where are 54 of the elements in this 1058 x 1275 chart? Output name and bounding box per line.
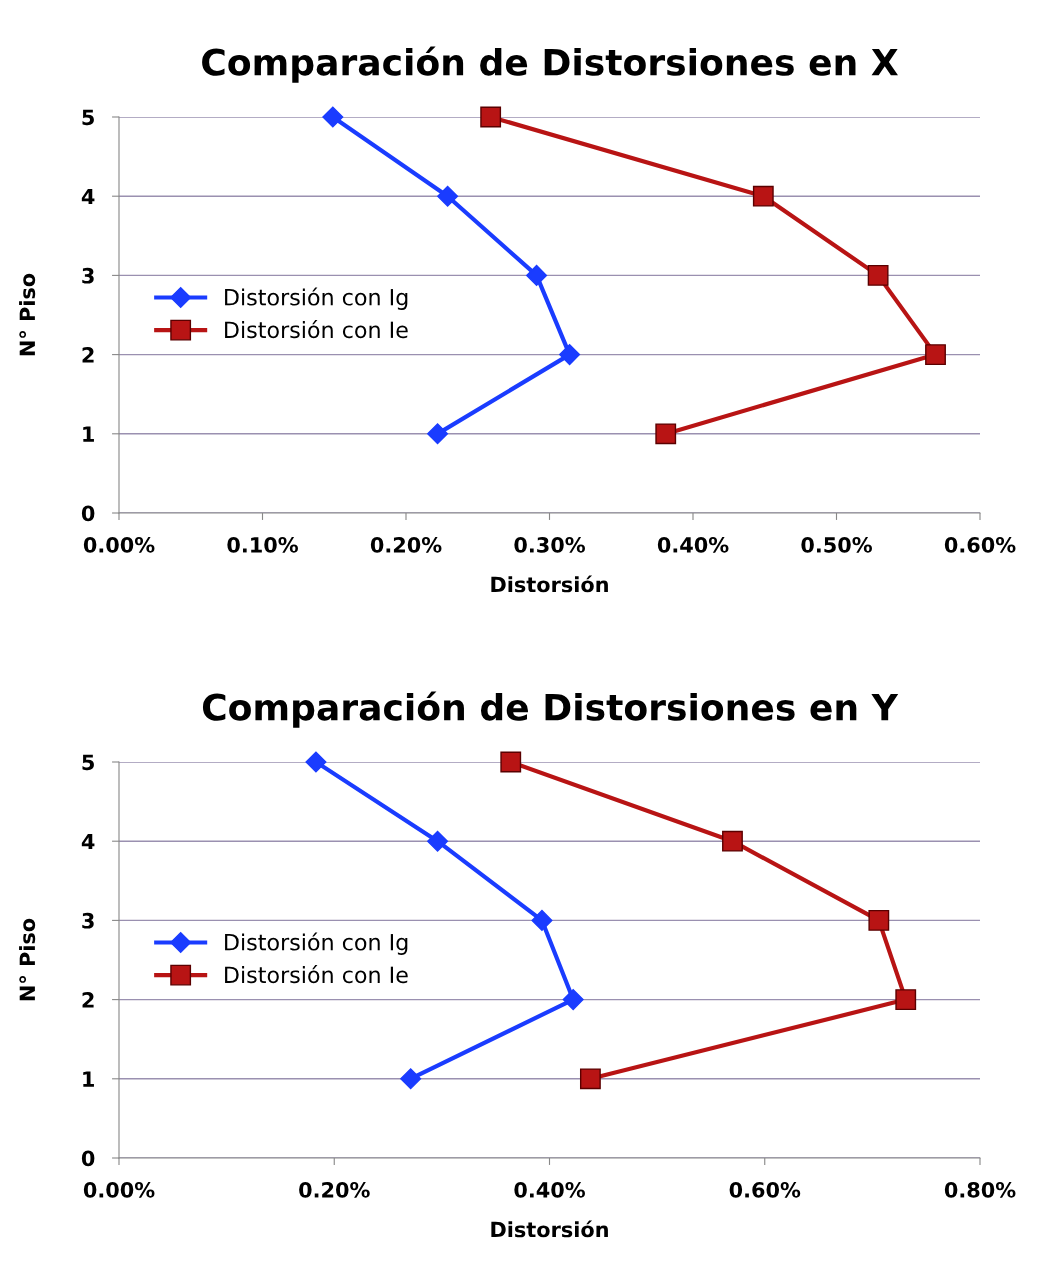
y-tick-label: 0 bbox=[81, 505, 95, 522]
x-axis-title: Distorsión bbox=[491, 1220, 608, 1238]
y-tick-label: 3 bbox=[82, 912, 94, 929]
point bbox=[562, 989, 584, 1011]
y-tick-label: 1 bbox=[83, 426, 94, 442]
y-tick-label: 0 bbox=[81, 1150, 95, 1167]
y-tick-label: 4 bbox=[81, 833, 95, 850]
chart-title: Comparación de Distorsiones en X bbox=[202, 46, 898, 83]
point bbox=[559, 344, 581, 366]
x-tick-label: 0.40% bbox=[657, 536, 729, 553]
chart-title: Comparación de Distorsiones en Y bbox=[202, 691, 899, 728]
point bbox=[400, 1068, 422, 1090]
point bbox=[895, 989, 917, 1011]
y-axis-title: N° Piso bbox=[19, 273, 36, 356]
x-tick-label: 0.20% bbox=[370, 536, 442, 553]
y-axis-title: N° Piso bbox=[19, 918, 36, 1001]
x-tick-label: 0.20% bbox=[299, 1181, 370, 1198]
y-tick-label: 3 bbox=[82, 267, 94, 284]
y-tick-label: 4 bbox=[81, 188, 95, 205]
point bbox=[526, 264, 548, 286]
y-tick-label: 1 bbox=[83, 1071, 94, 1087]
x-tick-label: 0.30% bbox=[514, 536, 585, 553]
y-tick-label: 5 bbox=[82, 754, 94, 771]
y-tick-label: 5 bbox=[82, 109, 94, 126]
x-tick-label: 0.60% bbox=[944, 536, 1016, 553]
x-tick-label: 0.80% bbox=[944, 1181, 1016, 1198]
point bbox=[500, 751, 522, 773]
point bbox=[480, 106, 502, 128]
point bbox=[427, 830, 449, 852]
point bbox=[579, 1068, 601, 1090]
x-axis-title: Distorsión bbox=[491, 575, 608, 593]
y-tick-label: 2 bbox=[82, 347, 94, 363]
point bbox=[722, 830, 743, 852]
point bbox=[322, 106, 344, 128]
x-tick-label: 0.00% bbox=[83, 1181, 155, 1198]
x-tick-label: 0.00% bbox=[83, 536, 155, 553]
x-tick-label: 0.10% bbox=[227, 536, 298, 553]
y-tick-label: 2 bbox=[82, 992, 94, 1008]
point bbox=[752, 185, 774, 207]
legend-label: Distorsión con Ig bbox=[225, 287, 408, 310]
point bbox=[531, 909, 553, 931]
x-tick-label: 0.60% bbox=[729, 1181, 801, 1198]
point bbox=[867, 264, 889, 286]
point bbox=[427, 423, 449, 445]
legend-label: Distorsión con Ie bbox=[225, 320, 408, 339]
point bbox=[925, 344, 946, 366]
x-tick-label: 0.40% bbox=[514, 1181, 585, 1198]
point bbox=[305, 751, 327, 773]
point bbox=[437, 185, 459, 207]
point bbox=[655, 423, 677, 445]
legend-label: Distorsión con Ig bbox=[225, 932, 408, 955]
x-tick-label: 0.50% bbox=[801, 536, 872, 553]
legend-label: Distorsión con Ie bbox=[225, 965, 408, 984]
point bbox=[868, 909, 890, 931]
